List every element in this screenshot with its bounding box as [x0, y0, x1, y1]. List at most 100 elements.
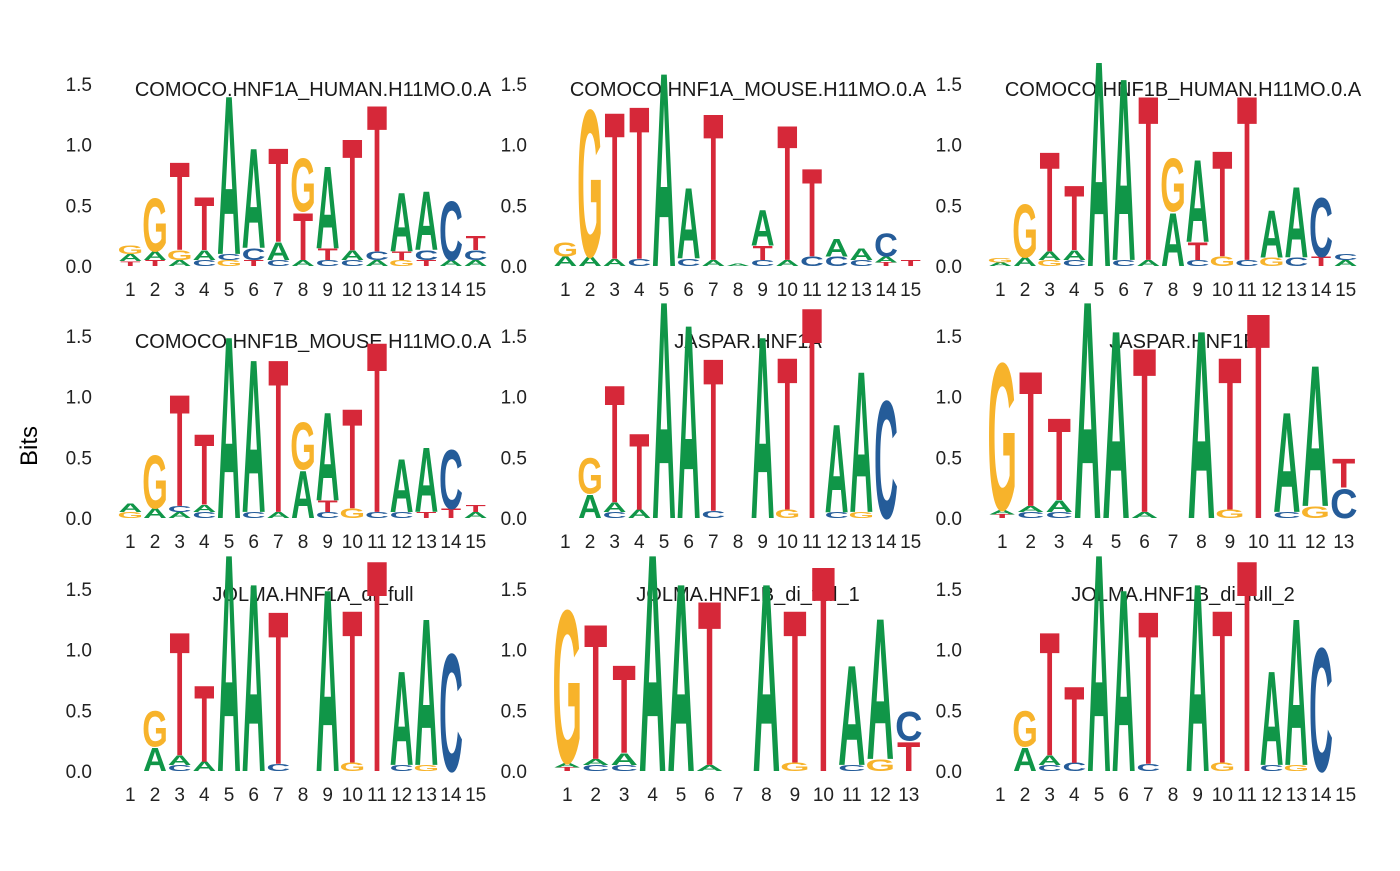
logo-letter-t: T — [1064, 665, 1084, 787]
logo-letter-a: A — [838, 636, 865, 796]
logo-letter-c: C — [1273, 510, 1301, 520]
x-tick-label: 7 — [273, 280, 284, 301]
logo-letter-c: C — [365, 250, 389, 263]
y-tick-label: 1.0 — [66, 641, 92, 662]
logo-letter-t: T — [466, 503, 486, 514]
x-tick-label: 12 — [870, 785, 891, 806]
logo-letter-a: A — [867, 575, 894, 802]
logo-letter-t: T — [605, 350, 625, 539]
logo-letter-t: T — [170, 135, 190, 277]
x-tick-label: 8 — [733, 280, 744, 301]
x-tick-label: 7 — [708, 532, 719, 553]
x-tick-label: 4 — [1069, 785, 1080, 806]
logo-letter-a: A — [1013, 256, 1037, 269]
logo-letter-a: A — [390, 643, 414, 794]
logo-letter-c: C — [217, 253, 241, 262]
x-tick-label: 2 — [585, 280, 596, 301]
logo-letter-t: T — [1133, 298, 1156, 562]
logo-letter-c: C — [168, 505, 192, 514]
logo-letter-t: T — [777, 312, 797, 557]
logo-letter-t: T — [466, 232, 486, 255]
logo-letter-a: A — [316, 535, 340, 827]
logo-letter-t: T — [342, 565, 362, 810]
x-tick-label: 5 — [676, 785, 687, 806]
logo-letter-a: A — [242, 315, 266, 560]
x-tick-label: 6 — [1118, 785, 1129, 806]
logo-letter-t: T — [802, 244, 822, 583]
logo-letter-a: A — [677, 267, 701, 577]
logo-letter-t: T — [1138, 567, 1158, 812]
logo-letter-a: A — [603, 500, 627, 515]
x-tick-label: 15 — [465, 280, 486, 301]
logo-letter-c: C — [603, 511, 627, 520]
x-tick-label: 1 — [995, 280, 1006, 301]
x-tick-label: 1 — [560, 532, 571, 553]
logo-letter-c: C — [266, 259, 290, 268]
x-tick-label: 13 — [851, 280, 872, 301]
logo-letter-c: C — [838, 763, 866, 773]
logo-letter-g: G — [142, 441, 168, 525]
logo-letter-a: A — [751, 282, 775, 574]
logo-panel: COMOCO.HNF1B_HUMAN.H11MO.0.A 0.0 0.5 1.0 1.5… — [936, 0, 1362, 329]
x-tick-label: 2 — [1020, 280, 1031, 301]
logo-letter-a: A — [340, 248, 364, 263]
panel-title: JASPAR.HNF1B — [1109, 331, 1256, 353]
logo-letter-t: T — [244, 259, 265, 268]
x-tick-label: 7 — [273, 785, 284, 806]
y-axis-label: Bits — [16, 426, 43, 466]
logo-letter-t: T — [901, 259, 922, 268]
x-tick-label: 9 — [322, 280, 333, 301]
logo-letter-a: A — [677, 167, 701, 280]
logo-letter-t: T — [416, 259, 437, 268]
x-tick-label: 10 — [813, 785, 834, 806]
logo-letter-t: T — [629, 62, 649, 307]
x-tick-label: 7 — [1143, 280, 1154, 301]
panel-title: JOLMA.HNF1A_di_full — [212, 584, 413, 606]
panel-title: JOLMA.HNF1B_di_full_1 — [636, 584, 859, 606]
x-tick-label: 4 — [647, 785, 658, 806]
logo-letter-a: A — [217, 488, 241, 837]
logo-letter-t: T — [1212, 121, 1232, 290]
logo-letter-g: G — [849, 511, 875, 520]
logo-letter-g: G — [142, 702, 168, 759]
logo-letter-t: T — [367, 290, 387, 563]
x-tick-label: 10 — [342, 532, 363, 553]
logo-letter-a: A — [390, 175, 414, 270]
logo-letter-a: A — [553, 254, 577, 269]
x-tick-label: 13 — [416, 785, 437, 806]
logo-letter-a: A — [1062, 248, 1086, 263]
logo-letter-t: T — [1048, 393, 1071, 525]
x-tick-label: 1 — [125, 785, 136, 806]
logo-letter-a: A — [582, 757, 610, 767]
logo-letter-t: T — [416, 511, 437, 520]
x-tick-label: 14 — [440, 280, 462, 301]
logo-letter-t: T — [441, 506, 462, 521]
x-tick-label: 5 — [659, 532, 670, 553]
logo-letter-a: A — [464, 259, 488, 268]
logo-letter-c: C — [1062, 761, 1086, 774]
x-tick-label: 14 — [1310, 785, 1332, 806]
logo-letter-a: A — [118, 502, 142, 515]
x-tick-label: 15 — [1335, 785, 1356, 806]
x-tick-label: 4 — [1082, 532, 1093, 553]
logo-letter-g: G — [167, 248, 193, 263]
logo-letter-a: A — [825, 234, 849, 262]
logo-letter-a: A — [1102, 274, 1129, 575]
logo-letter-a: A — [118, 252, 142, 263]
logo-letter-g: G — [1210, 761, 1236, 774]
logo-letter-g: G — [1215, 508, 1245, 521]
x-tick-label: 14 — [875, 280, 897, 301]
logo-letter-c: C — [627, 257, 651, 268]
logo-letter-a: A — [627, 508, 651, 521]
logo-letter-a: A — [578, 254, 602, 269]
x-tick-label: 3 — [174, 280, 185, 301]
logo-letter-a: A — [168, 753, 192, 768]
y-tick-label: 0.0 — [501, 762, 527, 783]
logo-letter-a: A — [1284, 574, 1308, 810]
x-tick-label: 11 — [1237, 280, 1257, 301]
logo-letter-g: G — [987, 320, 1017, 555]
x-tick-label: 1 — [997, 532, 1008, 553]
x-tick-label: 1 — [995, 785, 1006, 806]
